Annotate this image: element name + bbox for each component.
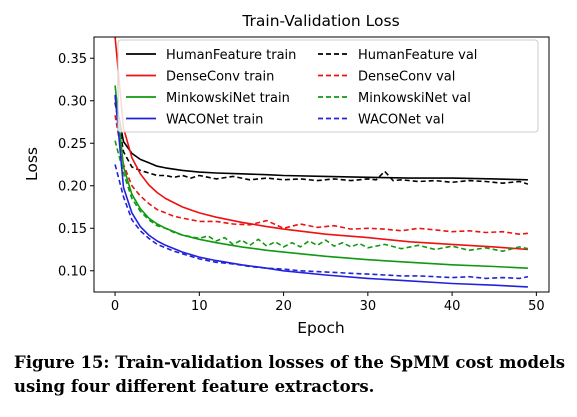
y-tick-label: 0.30 <box>58 94 87 109</box>
legend-label-denseconv-val: DenseConv val <box>358 70 455 85</box>
x-tick-label: 40 <box>444 299 461 314</box>
x-tick-label: 0 <box>111 299 119 314</box>
legend-label-denseconv-train: DenseConv train <box>166 70 274 85</box>
x-tick-label: 30 <box>360 299 377 314</box>
x-tick-label: 50 <box>528 299 545 314</box>
legend-box <box>117 39 539 133</box>
legend-label-humanfeature-train: HumanFeature train <box>166 48 296 63</box>
legend-label-waconet-val: WACONet val <box>358 113 444 128</box>
x-tick-label: 10 <box>191 299 208 314</box>
legend-label-minkowskinet-val: MinkowskiNet val <box>358 91 471 106</box>
x-axis-ticks: 0 10 20 30 40 50 <box>111 292 545 314</box>
x-axis-label: Epoch <box>297 319 344 337</box>
legend-label-minkowskinet-train: MinkowskiNet train <box>166 91 290 106</box>
series-line-humanfeature-train <box>114 96 528 181</box>
series-line-humanfeature-val <box>114 102 529 185</box>
series-line-denseconv-val <box>114 115 528 235</box>
y-tick-label: 0.25 <box>58 137 87 152</box>
y-tick-label: 0.35 <box>58 52 87 67</box>
figure-label: Figure 15: <box>14 353 110 372</box>
series-line-waconet-val <box>114 164 529 280</box>
train-validation-loss-chart: Train-Validation Loss 0 10 20 30 40 50 0.100.… <box>23 12 550 337</box>
x-tick-label: 20 <box>275 299 292 314</box>
plot-series <box>114 36 529 288</box>
series-line-waconet-train <box>114 94 528 288</box>
legend: HumanFeature train HumanFeature val DenseC… <box>117 39 539 133</box>
plot-area-frame <box>93 36 550 293</box>
series-line-denseconv-train <box>114 36 528 251</box>
series-line-minkowskinet-val <box>114 140 529 252</box>
y-tick-label: 0.15 <box>58 222 87 237</box>
y-tick-label: 0.10 <box>58 264 87 279</box>
y-tick-label: 0.20 <box>58 179 87 194</box>
legend-label-waconet-train: WACONet train <box>166 113 263 128</box>
y-axis-label: Loss <box>23 147 41 181</box>
series-line-minkowskinet-train <box>114 85 528 269</box>
legend-label-humanfeature-val: HumanFeature val <box>358 48 477 63</box>
chart-title: Train-Validation Loss <box>241 12 399 30</box>
figure-caption: Figure 15: Train-validation losses of th… <box>14 351 574 399</box>
y-axis-ticks: 0.10 0.15 0.20 0.25 0.30 0.35 <box>58 52 94 279</box>
figure-caption-text: Train-validation losses of the SpMM cost… <box>14 353 566 396</box>
